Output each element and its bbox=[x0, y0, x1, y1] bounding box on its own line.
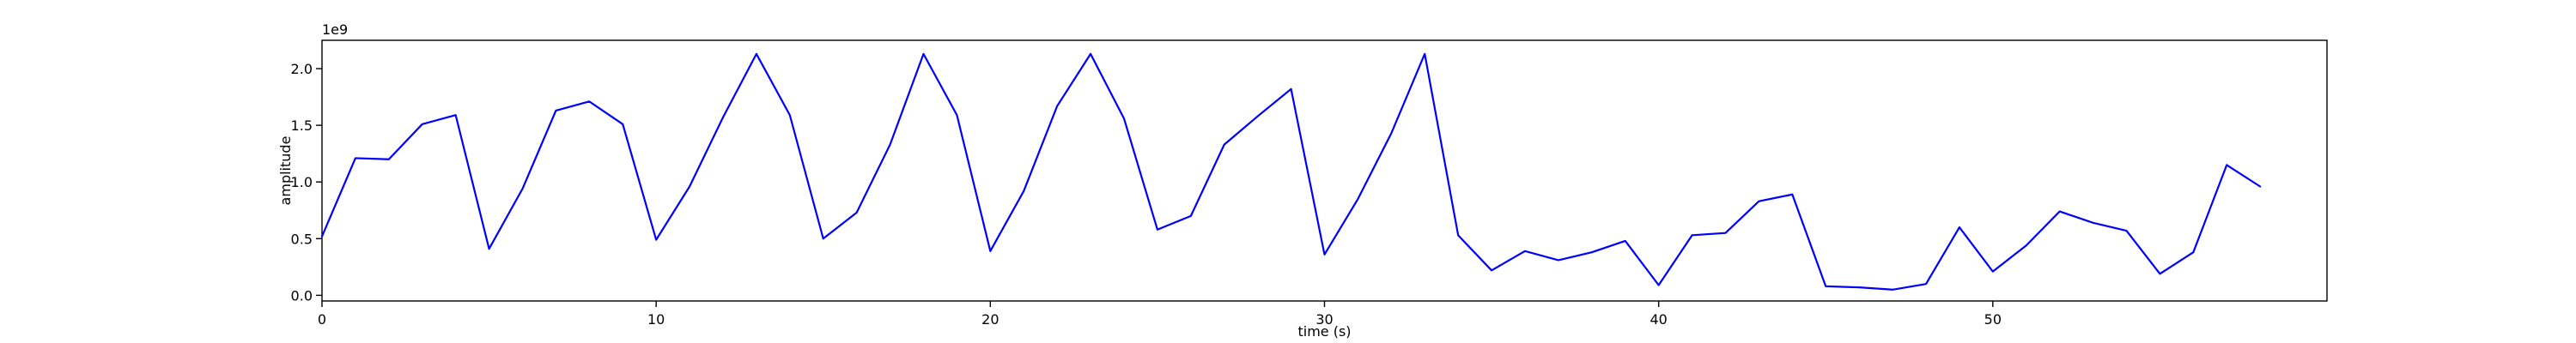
x-axis-label: time (s) bbox=[1297, 323, 1351, 340]
plot-area bbox=[321, 39, 2328, 302]
x-tick-label: 10 bbox=[647, 311, 665, 328]
series-line bbox=[320, 52, 2262, 291]
y-axis-label: amplitude bbox=[277, 136, 294, 206]
x-tick-label: 40 bbox=[1649, 311, 1667, 328]
x-tick-label: 30 bbox=[1315, 311, 1333, 328]
y-tick-label: 2.0 bbox=[291, 61, 313, 77]
y-axis-multiplier-label: 1e9 bbox=[322, 21, 348, 38]
series-layer bbox=[320, 52, 2262, 291]
x-tick-label: 50 bbox=[1984, 311, 2002, 328]
plot-frame bbox=[321, 39, 2328, 302]
y-tick-label: 0.5 bbox=[291, 231, 313, 247]
x-tick-label: 0 bbox=[318, 311, 326, 328]
y-tick-label: 1.5 bbox=[291, 117, 313, 134]
y-tick-label: 1.0 bbox=[291, 174, 313, 190]
y-tick-label: 0.0 bbox=[291, 287, 313, 304]
tick-layer: 0 10 20 30 40 50 0.0 0.5 1.0 1.5 2.0 bbox=[291, 61, 2002, 328]
x-tick-label: 20 bbox=[981, 311, 999, 328]
